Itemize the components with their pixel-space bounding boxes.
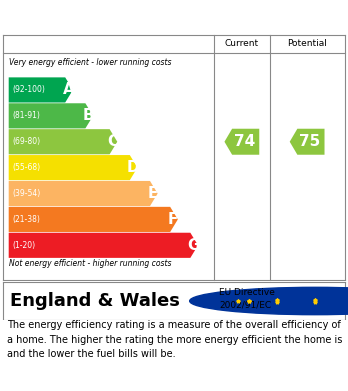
Text: Very energy efficient - lower running costs: Very energy efficient - lower running co…: [9, 58, 171, 67]
Text: (55-68): (55-68): [12, 163, 40, 172]
Text: E: E: [147, 186, 158, 201]
Polygon shape: [9, 77, 73, 102]
Text: 75: 75: [299, 134, 321, 149]
Text: Current: Current: [225, 39, 259, 48]
Text: (39-54): (39-54): [12, 189, 40, 198]
Circle shape: [190, 287, 348, 315]
Text: Potential: Potential: [287, 39, 327, 48]
Polygon shape: [224, 129, 259, 155]
Polygon shape: [290, 129, 325, 155]
Text: (21-38): (21-38): [12, 215, 40, 224]
Text: (92-100): (92-100): [12, 86, 45, 95]
Polygon shape: [9, 155, 137, 180]
Polygon shape: [9, 129, 117, 154]
Text: Not energy efficient - higher running costs: Not energy efficient - higher running co…: [9, 260, 171, 269]
Text: F: F: [167, 212, 178, 227]
Text: England & Wales: England & Wales: [10, 292, 180, 310]
Text: D: D: [127, 160, 140, 175]
Polygon shape: [9, 233, 198, 258]
Text: (1-20): (1-20): [12, 241, 35, 250]
Text: (81-91): (81-91): [12, 111, 40, 120]
Text: The energy efficiency rating is a measure of the overall efficiency of a home. T: The energy efficiency rating is a measur…: [7, 320, 342, 359]
Polygon shape: [9, 207, 178, 232]
Text: B: B: [82, 108, 94, 123]
Text: 74: 74: [234, 134, 255, 149]
Text: Energy Efficiency Rating: Energy Efficiency Rating: [9, 9, 230, 23]
Polygon shape: [9, 181, 158, 206]
Text: EU Directive
2002/91/EC: EU Directive 2002/91/EC: [219, 288, 275, 310]
Polygon shape: [9, 103, 93, 128]
Text: G: G: [188, 238, 200, 253]
Text: C: C: [107, 134, 118, 149]
Text: (69-80): (69-80): [12, 137, 40, 146]
Text: A: A: [62, 83, 74, 97]
